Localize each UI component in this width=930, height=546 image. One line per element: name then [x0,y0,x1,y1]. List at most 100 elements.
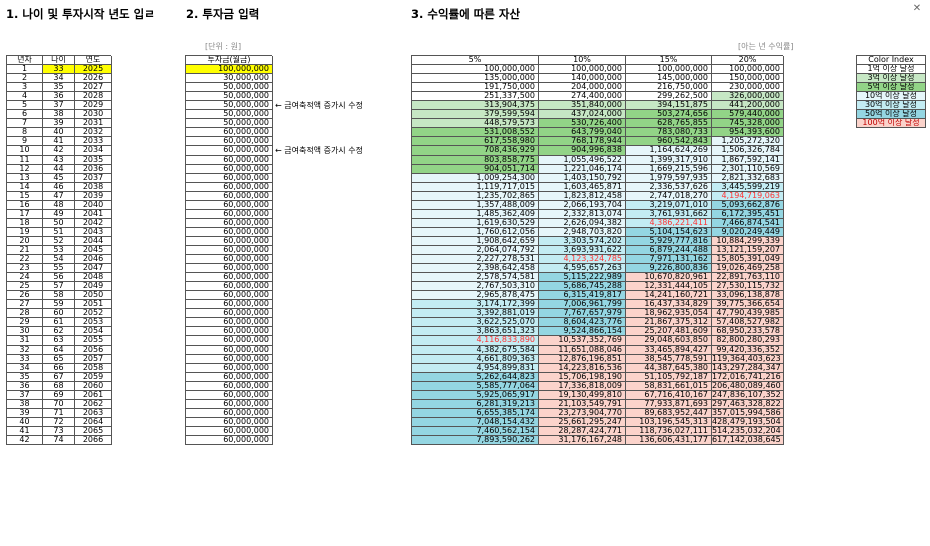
year-cell: 2041 [75,209,112,219]
age-cell: 36 [43,92,75,102]
return-cell: 1,399,317,910 [626,155,712,165]
return-cell: 2,336,537,626 [626,182,712,192]
return-cell: 135,000,000 [412,74,539,84]
investment-cell: 60,000,000 [186,264,273,274]
return-cell: 7,048,154,432 [412,417,539,427]
return-cell: 2,821,332,683 [712,173,784,183]
return-cell: 904,996,838 [539,146,626,156]
return-cell: 12,876,196,851 [539,354,626,364]
age-cell: 61 [43,318,75,328]
year-cell: 2060 [75,381,112,391]
year-cell: 2035 [75,155,112,165]
year-num-cell: 10 [7,146,43,156]
return-cell: 3,445,599,219 [712,182,784,192]
return-cell: 6,281,319,213 [412,399,539,409]
age-cell: 56 [43,273,75,283]
return-cell: 299,262,500 [626,92,712,102]
investment-cell: 60,000,000 [186,408,273,418]
year-cell: 2039 [75,191,112,201]
age-cell: 65 [43,354,75,364]
return-cell: 628,765,855 [626,119,712,129]
return-cell: 25,207,481,609 [626,327,712,337]
return-cell: 4,386,221,411 [626,218,712,228]
investment-cell: 60,000,000 [186,137,273,147]
return-cell: 1,009,254,300 [412,173,539,183]
age-cell: 35 [43,83,75,93]
investment-cell: 60,000,000 [186,255,273,265]
return-cell: 51,105,792,187 [626,372,712,382]
return-cell: 1,603,465,871 [539,182,626,192]
return-cell: 7,971,131,162 [626,255,712,265]
header-r20: 20% [712,56,784,66]
age-cell: 59 [43,300,75,310]
return-cell: 2,398,642,458 [412,264,539,274]
year-num-cell: 23 [7,264,43,274]
color-index-item: 100억 이상 달성 [857,119,926,129]
return-cell: 4,194,719,063 [712,191,784,201]
return-cell: 8,604,423,776 [539,318,626,328]
close-icon[interactable]: ✕ [912,3,922,14]
return-cell: 3,761,931,662 [626,209,712,219]
year-cell: 2056 [75,345,112,355]
return-cell: 503,274,656 [626,110,712,120]
return-cell: 2,227,278,531 [412,255,539,265]
age-cell: 38 [43,110,75,120]
header-investment: 투자금(월금) [186,56,273,66]
investment-cell: 60,000,000 [186,435,273,446]
color-index-item: 5억 이상 달성 [857,83,926,93]
return-cell: 5,093,662,876 [712,200,784,210]
unit-label-investment: [단위 : 원] [205,42,242,51]
return-cell: 14,241,160,721 [626,291,712,301]
return-cell: 313,904,375 [412,101,539,111]
year-num-cell: 4 [7,92,43,102]
investment-cell: 60,000,000 [186,227,273,237]
color-index-item: 30억 이상 달성 [857,101,926,111]
header-year-num: 년차 [7,56,43,66]
year-num-cell: 18 [7,218,43,228]
return-cell: 1,619,630,529 [412,218,539,228]
return-cell: 25,661,295,247 [539,417,626,427]
return-cell: 4,116,833,890 [412,336,539,346]
year-num-cell: 40 [7,417,43,427]
age-cell: 33 [43,65,75,75]
return-cell: 21,103,549,791 [539,399,626,409]
investment-cell: 60,000,000 [186,372,273,382]
investment-cell: 60,000,000 [186,417,273,427]
return-cell: 204,000,000 [539,83,626,93]
investment-cell: 60,000,000 [186,336,273,346]
year-num-cell: 33 [7,354,43,364]
return-cell: 38,545,778,591 [626,354,712,364]
return-cell: 2,066,193,704 [539,200,626,210]
year-cell: 2026 [75,74,112,84]
return-cell: 47,790,439,985 [712,309,784,319]
year-num-cell: 12 [7,164,43,174]
age-cell: 69 [43,390,75,400]
investment-cell: 60,000,000 [186,282,273,292]
age-cell: 64 [43,345,75,355]
return-cell: 100,000,000 [539,65,626,75]
return-cell: 5,925,065,917 [412,390,539,400]
year-cell: 2047 [75,264,112,274]
year-num-cell: 38 [7,399,43,409]
age-cell: 66 [43,363,75,373]
return-cell: 4,382,675,584 [412,345,539,355]
investment-cell: 60,000,000 [186,318,273,328]
investment-cell: 60,000,000 [186,426,273,436]
year-num-cell: 6 [7,110,43,120]
return-cell: 2,948,703,820 [539,227,626,237]
return-cell: 3,622,525,070 [412,318,539,328]
return-cell: 274,400,000 [539,92,626,102]
investment-table: 투자금(월금) 100,000,000 30,000,000 50,000,000 5… [185,55,273,446]
year-num-cell: 13 [7,173,43,183]
year-num-cell: 16 [7,200,43,210]
return-cell: 1,485,362,409 [412,209,539,219]
return-cell: 1,669,215,596 [626,164,712,174]
header-r10: 10% [539,56,626,66]
year-num-cell: 3 [7,83,43,93]
year-num-cell: 8 [7,128,43,138]
investment-cell: 60,000,000 [186,245,273,256]
return-cell: 10,537,352,769 [539,336,626,346]
return-cell: 3,219,071,010 [626,200,712,210]
return-cell: 103,196,545,313 [626,417,712,427]
age-cell: 73 [43,426,75,436]
